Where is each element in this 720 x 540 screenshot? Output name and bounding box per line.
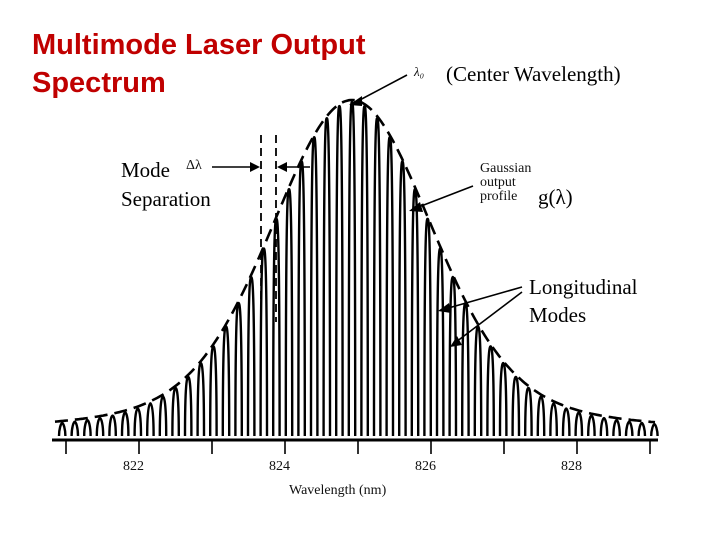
mode-peak-47 bbox=[650, 422, 659, 437]
gaussian-profile-arrowhead bbox=[409, 202, 423, 212]
delta-lambda-label: Δλ bbox=[186, 158, 202, 173]
mode-peak-36 bbox=[511, 375, 521, 437]
mode-peak-8 bbox=[158, 395, 168, 437]
x-axis-title: Wavelength (nm) bbox=[289, 483, 387, 498]
gaussian-profile-label: Gaussian output profile bbox=[480, 162, 531, 204]
tick-label-824: 824 bbox=[269, 459, 290, 474]
mode-peak-31 bbox=[448, 275, 458, 437]
mode-peak-44 bbox=[612, 418, 621, 437]
g-lambda-label: g(λ) bbox=[538, 185, 573, 209]
longitudinal-modes-label: Longitudinal Modes bbox=[529, 273, 638, 329]
mode-peak-20 bbox=[309, 135, 319, 437]
mode-peak-30 bbox=[435, 247, 445, 437]
gaussian-line1: Gaussian bbox=[480, 161, 532, 176]
mode-peak-41 bbox=[574, 411, 584, 437]
mode-peak-7 bbox=[146, 402, 155, 437]
x-axis-ticks bbox=[65, 440, 651, 454]
tick-label-826: 826 bbox=[415, 459, 436, 474]
gaussian-line3: profile bbox=[480, 189, 518, 204]
mode-peak-29 bbox=[423, 217, 432, 437]
mode-peak-28 bbox=[410, 187, 420, 437]
longitudinal-modes-arrowhead-2 bbox=[450, 336, 462, 347]
mode-peak-4 bbox=[108, 414, 117, 437]
longitudinal-modes-arrowhead-1 bbox=[438, 303, 451, 313]
mode-peak-21 bbox=[322, 116, 332, 437]
tick-label-822: 822 bbox=[123, 459, 144, 474]
mode-peak-14 bbox=[234, 301, 243, 437]
mode-peak-16 bbox=[259, 247, 269, 437]
mode-peak-35 bbox=[498, 361, 508, 437]
center-wavelength-symbol: λ₀ bbox=[414, 64, 425, 79]
mode-separation-arrowhead-right bbox=[277, 162, 287, 172]
slide-title-line1: Multimode Laser Output bbox=[32, 29, 366, 61]
center-wavelength-label: (Center Wavelength) bbox=[446, 62, 621, 86]
mode-peak-5 bbox=[120, 411, 130, 437]
mode-peak-15 bbox=[246, 275, 256, 437]
mode-peak-27 bbox=[398, 160, 407, 437]
mode-peak-45 bbox=[624, 420, 634, 437]
mode-separation-arrowhead-left bbox=[250, 162, 260, 172]
mode-peak-22 bbox=[335, 104, 344, 437]
mode-peak-19 bbox=[297, 160, 306, 437]
slide-title: Multimode Laser Output Spectrum bbox=[32, 26, 366, 102]
mode-peak-11 bbox=[196, 361, 206, 437]
mode-separation-label: Mode Separation bbox=[121, 156, 211, 214]
gaussian-profile-pointer bbox=[415, 185, 474, 209]
slide-title-line2: Spectrum bbox=[32, 67, 166, 99]
mode-peak-38 bbox=[536, 395, 546, 437]
longitudinal-line1: Longitudinal bbox=[529, 275, 638, 299]
mode-peak-2 bbox=[83, 418, 92, 437]
mode-peak-33 bbox=[473, 325, 483, 437]
mode-peak-25 bbox=[372, 116, 382, 437]
mode-peak-32 bbox=[461, 301, 470, 437]
mode-peak-46 bbox=[637, 421, 647, 437]
mode-peak-12 bbox=[209, 345, 218, 437]
tick-label-828: 828 bbox=[561, 459, 582, 474]
mode-peak-26 bbox=[385, 135, 395, 437]
mode-peak-17 bbox=[272, 217, 281, 437]
mode-peak-37 bbox=[524, 386, 533, 437]
mode-peak-1 bbox=[70, 420, 80, 437]
mode-peak-34 bbox=[486, 345, 495, 437]
longitudinal-modes-pointer-1 bbox=[444, 286, 523, 310]
longitudinal-modes bbox=[57, 100, 659, 437]
mode-peak-9 bbox=[171, 386, 180, 437]
center-wavelength-pointer bbox=[355, 74, 408, 103]
gaussian-line2: output bbox=[480, 175, 516, 190]
mode-peak-43 bbox=[599, 416, 609, 437]
mode-peak-0 bbox=[57, 421, 67, 437]
mode-peak-42 bbox=[587, 414, 596, 437]
mode-peak-23 bbox=[347, 100, 357, 437]
longitudinal-line2: Modes bbox=[529, 303, 587, 327]
mode-separation-line1: Mode bbox=[121, 158, 170, 182]
gaussian-envelope-curve bbox=[54, 98, 656, 424]
mode-separation-line2: Separation bbox=[121, 187, 211, 211]
mode-peak-24 bbox=[360, 104, 369, 437]
center-wavelength-arrowhead bbox=[349, 96, 362, 106]
mode-peak-3 bbox=[95, 416, 105, 437]
mode-peak-10 bbox=[183, 375, 193, 437]
mode-peak-39 bbox=[549, 402, 558, 437]
mode-peak-6 bbox=[133, 407, 143, 437]
mode-peak-18 bbox=[284, 187, 294, 437]
longitudinal-modes-pointer-2 bbox=[455, 291, 523, 343]
mode-peak-13 bbox=[221, 325, 231, 437]
mode-peak-40 bbox=[561, 407, 571, 437]
